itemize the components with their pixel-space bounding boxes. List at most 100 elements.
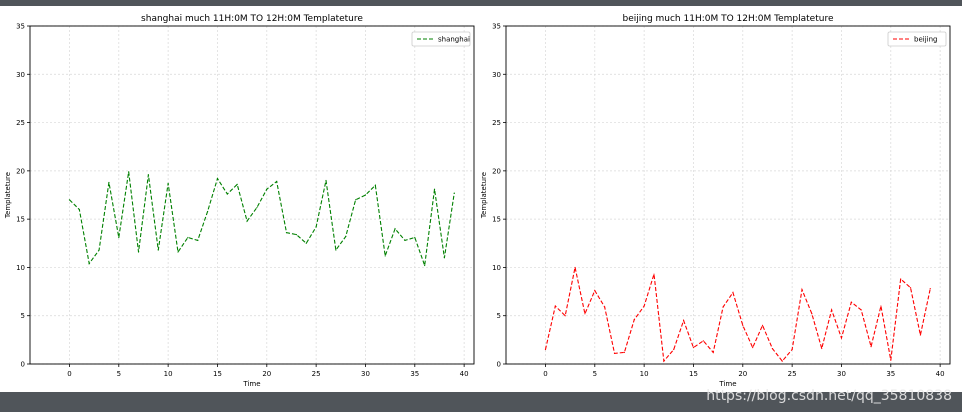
data-point (702, 340, 704, 342)
x-tick-label: 25 (312, 370, 321, 378)
y-tick-label: 35 (492, 23, 501, 31)
data-point (128, 171, 130, 173)
chart-1: 0 5 10 15 20 25 30 35 40 0 5 10 15 20 25 30 35 shanghai m… (4, 14, 475, 388)
y-tick-label: 15 (492, 216, 501, 224)
y-tick-label: 5 (21, 312, 25, 320)
data-point (732, 291, 734, 294)
data-point (564, 315, 566, 317)
data-point (929, 288, 931, 290)
data-point (890, 359, 892, 361)
data-point (78, 208, 80, 211)
data-point (197, 239, 199, 241)
data-point (325, 179, 327, 182)
data-point (433, 188, 436, 190)
data-point (295, 233, 297, 236)
data-point (177, 251, 179, 253)
data-point (544, 348, 547, 351)
data-point (742, 324, 744, 326)
data-point (68, 199, 71, 201)
data-point (108, 181, 110, 184)
data-point (246, 220, 248, 222)
y-tick-label: 30 (16, 71, 25, 79)
data-point (147, 174, 149, 176)
x-tick-label: 10 (640, 370, 649, 378)
x-tick-label: 10 (164, 370, 173, 378)
data-point (781, 360, 783, 362)
data-point (315, 226, 317, 228)
series-line-beijing (544, 267, 931, 363)
watermark-text: https://blog.csdn.net/qq_35810838 (706, 388, 952, 404)
x-tick-label: 20 (262, 370, 271, 378)
legend-box (411, 31, 471, 47)
x-tick-label: 30 (837, 370, 846, 378)
x-tick-label: 40 (460, 370, 469, 378)
data-point (840, 337, 843, 339)
data-point (167, 182, 169, 185)
x-tick-label: 25 (788, 370, 797, 378)
data-point (712, 351, 714, 354)
data-point (880, 305, 882, 307)
data-point (623, 351, 626, 354)
x-tick-label: 5 (593, 370, 597, 378)
chart-title: shanghai much 11H:0M TO 12H:0M Templatet… (141, 14, 363, 24)
data-point (266, 188, 268, 190)
data-point (98, 249, 100, 251)
legend-box (887, 31, 947, 47)
x-axis-label: Time (718, 380, 736, 388)
y-tick-label: 0 (21, 361, 25, 369)
data-point (663, 360, 665, 362)
y-tick-label: 0 (497, 361, 501, 369)
y-tick-label: 30 (492, 71, 501, 79)
data-point (443, 257, 445, 259)
y-tick-label: 10 (16, 264, 25, 272)
data-point (613, 352, 616, 354)
data-point (643, 305, 645, 307)
data-point (653, 273, 655, 275)
data-point (285, 232, 288, 234)
data-point (216, 177, 219, 180)
y-tick-label: 20 (492, 167, 501, 175)
data-point (374, 184, 376, 186)
data-point (424, 264, 426, 267)
y-tick-label: 25 (492, 119, 501, 127)
legend: shanghai (411, 31, 471, 47)
data-point (860, 309, 862, 311)
data-point (821, 347, 823, 350)
x-tick-label: 35 (886, 370, 895, 378)
legend-label: shanghai (438, 36, 470, 44)
plot-frame (29, 25, 475, 365)
data-point (673, 348, 675, 351)
data-point (118, 236, 120, 239)
data-point (604, 306, 606, 308)
data-point (761, 324, 764, 326)
data-point (276, 180, 278, 183)
y-tick-label: 10 (492, 264, 501, 272)
data-point (909, 287, 912, 289)
data-point (364, 194, 367, 196)
y-tick-label: 5 (497, 312, 501, 320)
data-point (722, 306, 724, 308)
x-tick-label: 35 (410, 370, 419, 378)
data-point (752, 346, 754, 349)
series-line-shanghai (69, 171, 455, 266)
data-point (870, 346, 872, 348)
y-tick-label: 25 (16, 119, 25, 127)
data-point (633, 318, 635, 321)
y-axis-label: Templateture (480, 172, 488, 219)
data-point (394, 228, 396, 230)
y-tick-label: 15 (16, 216, 25, 224)
data-point (771, 347, 774, 350)
legend-label: beijing (914, 36, 937, 44)
x-axis-label: Time (242, 380, 260, 388)
x-tick-label: 30 (361, 370, 370, 378)
data-point (692, 346, 695, 349)
data-point (683, 319, 685, 322)
x-tick-label: 5 (117, 370, 121, 378)
x-tick-label: 20 (738, 370, 747, 378)
x-tick-label: 0 (543, 370, 547, 378)
data-point (305, 242, 307, 244)
figure: 0 5 10 15 20 25 30 35 40 0 5 10 15 20 25 30 35 shanghai m… (0, 6, 962, 392)
y-tick-label: 20 (16, 167, 25, 175)
x-tick-label: 0 (67, 370, 71, 378)
legend: beijing (887, 31, 947, 47)
